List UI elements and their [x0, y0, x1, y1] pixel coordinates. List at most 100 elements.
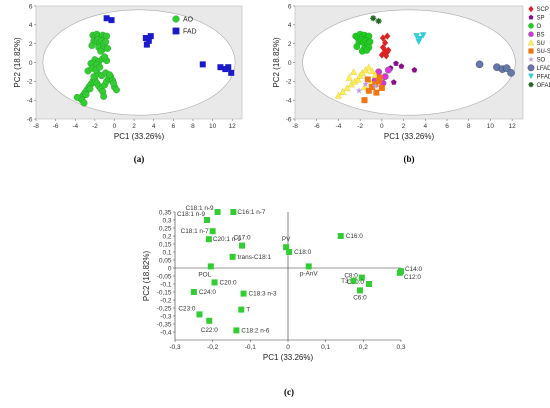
- loading-label: C17:0: [234, 235, 251, 242]
- data-point: [87, 86, 94, 93]
- legend-label: O: [537, 24, 542, 30]
- loading-label: trans-C18:1: [238, 254, 272, 261]
- loading-label: C18:3 n-3: [249, 291, 278, 298]
- data-point: [476, 61, 483, 68]
- loading-label: C18:1 n-9: [177, 211, 206, 218]
- data-point: [528, 65, 534, 71]
- x-tick-label: 0,2: [359, 344, 368, 351]
- confidence-ellipse: [303, 10, 516, 115]
- data-point: [379, 85, 385, 91]
- x-tick-label: -8: [33, 123, 39, 130]
- y-tick-label: -2: [27, 79, 33, 86]
- loading-point: [233, 327, 239, 333]
- legend-label: FAD: [183, 29, 197, 36]
- y-tick-label: -4: [286, 97, 292, 104]
- loading-point: [208, 263, 214, 269]
- data-point: [200, 61, 206, 67]
- y-tick-label: 0,15: [159, 241, 172, 248]
- data-point: [361, 97, 367, 103]
- x-tick-label: 2: [132, 123, 136, 130]
- loading-label: C22:0: [201, 327, 218, 334]
- loading-point: [215, 209, 221, 215]
- caption-c: (c): [284, 387, 294, 397]
- data-point: [225, 64, 231, 70]
- x-tick-label: 10: [487, 123, 495, 130]
- loading-label: T: [246, 307, 250, 314]
- loading-label: C12:0: [404, 274, 421, 281]
- x-tick-label: -6: [53, 123, 59, 130]
- x-tick-label: 0,1: [321, 344, 330, 351]
- loading-point: [241, 291, 247, 297]
- data-point: [96, 64, 103, 71]
- y-tick-label: -6: [286, 116, 292, 123]
- data-point: [104, 45, 111, 52]
- x-tick-label: 10: [209, 123, 217, 130]
- loading-label: C18:0: [294, 249, 311, 256]
- y-tick-label: -0,15: [157, 289, 172, 296]
- data-point: [528, 48, 533, 53]
- loading-label: C14:0: [405, 266, 422, 273]
- data-point: [110, 80, 117, 87]
- loading-label: p-AnV: [300, 270, 318, 277]
- legend-label: SCP: [537, 7, 549, 13]
- data-point: [83, 91, 90, 98]
- y-tick-label: 0,35: [159, 209, 172, 216]
- legend-label: SO: [537, 58, 546, 64]
- y-tick-label: 6: [288, 3, 292, 10]
- loading-label: POL: [198, 271, 211, 278]
- legend-label: LFAD: [537, 66, 550, 72]
- x-tick-label: 12: [509, 123, 517, 130]
- y-tick-label: -0,2: [160, 297, 172, 304]
- y-tick-label: 0: [288, 60, 292, 67]
- data-point: [109, 17, 115, 23]
- confidence-ellipse: [43, 10, 235, 115]
- x-axis-title: PC1 (33.26%): [263, 353, 314, 362]
- legend-label: AO: [183, 17, 194, 24]
- loading-point: [230, 254, 236, 260]
- data-point: [81, 100, 88, 107]
- data-point: [173, 16, 180, 23]
- x-axis-title: PC1 (33.26%): [114, 132, 165, 141]
- y-tick-label: 0,2: [162, 233, 171, 240]
- loading-label: PV: [282, 236, 291, 243]
- y-axis-title: PC2 (18.82%): [272, 37, 281, 88]
- x-tick-label: 0: [113, 123, 117, 130]
- data-point: [97, 48, 104, 55]
- data-point: [103, 33, 110, 40]
- loading-point: [206, 236, 212, 242]
- loading-label: C16:0: [346, 233, 363, 240]
- x-tick-label: 12: [229, 123, 237, 130]
- loading-label: C23:0: [178, 305, 195, 312]
- legend-label: SU-SO: [537, 49, 550, 55]
- data-point: [507, 69, 514, 76]
- y-tick-label: -0,25: [157, 305, 172, 312]
- data-point: [382, 73, 389, 80]
- x-tick-label: -0,2: [207, 344, 219, 351]
- loading-point: [357, 287, 363, 293]
- data-point: [377, 75, 383, 81]
- y-axis-title: PC2 (18.82%): [142, 251, 151, 302]
- legend-label: SU: [537, 41, 545, 47]
- data-point: [528, 32, 533, 37]
- loading-label: C18:2 n-6: [241, 327, 270, 334]
- y-tick-label: 6: [29, 3, 33, 10]
- caption-a: (a): [134, 154, 145, 164]
- data-point: [102, 38, 109, 45]
- data-point: [113, 87, 120, 94]
- y-tick-label: -0,4: [160, 329, 172, 336]
- y-tick-label: 0,1: [162, 249, 171, 256]
- loading-point: [239, 243, 245, 249]
- x-tick-label: -4: [336, 123, 342, 130]
- x-tick-label: 0: [286, 344, 290, 351]
- x-tick-label: 0,3: [396, 344, 405, 351]
- legend-label: BS: [537, 32, 545, 38]
- loading-point: [238, 307, 244, 313]
- x-tick-label: -6: [314, 123, 320, 130]
- y-tick-label: -4: [27, 97, 33, 104]
- y-tick-label: 0,25: [159, 225, 172, 232]
- loading-label: C20:0: [220, 279, 237, 286]
